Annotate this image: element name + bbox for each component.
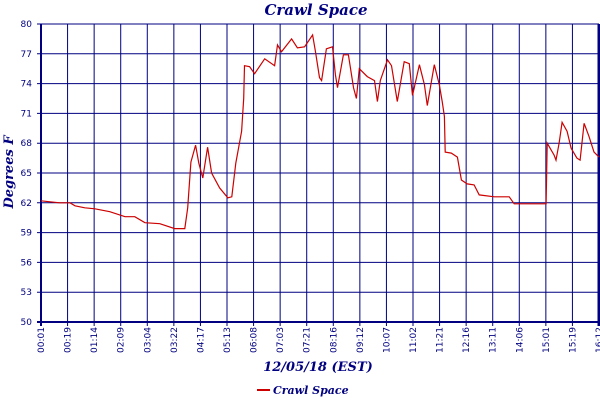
x-tick-label: 07:03 xyxy=(276,327,286,353)
x-tick-label: 10:07 xyxy=(382,327,392,353)
x-tick-label: 11:02 xyxy=(409,327,419,353)
series-line-crawl-space xyxy=(40,33,600,230)
x-tick-label: 11:21 xyxy=(436,327,446,353)
y-tick-label: 56 xyxy=(21,258,33,268)
x-tick-label: 07:21 xyxy=(303,327,313,353)
x-tick-label: 00:01 xyxy=(37,327,47,353)
x-tick-label: 12:16 xyxy=(462,327,472,353)
y-tick-label: 62 xyxy=(21,199,32,209)
x-tick-label: 15:01 xyxy=(542,327,552,353)
y-tick-label: 53 xyxy=(21,288,32,298)
x-tick-label: 16:12 xyxy=(595,327,600,353)
chart-title: Crawl Space xyxy=(264,1,367,19)
x-tick-label: 00:19 xyxy=(64,327,74,353)
y-axis-label: Degrees F xyxy=(2,135,17,210)
x-tick-label: 15:19 xyxy=(568,327,578,353)
y-tick-label: 50 xyxy=(21,318,33,328)
x-tick-label: 08:16 xyxy=(329,327,339,353)
x-tick-label: 14:06 xyxy=(515,327,525,353)
y-tick-labels: 50 53 56 59 62 65 68 71 74 77 80 xyxy=(21,20,33,328)
grid xyxy=(37,23,600,326)
x-tick-label: 04:17 xyxy=(196,327,206,353)
x-tick-label: 06:08 xyxy=(250,327,260,353)
x-tick-label: 13:11 xyxy=(489,327,499,353)
x-tick-label: 03:22 xyxy=(170,327,180,353)
y-tick-label: 74 xyxy=(21,80,33,90)
x-tick-label: 02:09 xyxy=(117,327,127,353)
x-tick-label: 01:14 xyxy=(90,327,100,353)
x-tick-label: 09:12 xyxy=(356,327,366,353)
y-tick-label: 80 xyxy=(21,20,33,30)
x-tick-label: 03:04 xyxy=(143,327,153,353)
y-tick-label: 59 xyxy=(21,229,33,239)
y-tick-label: 77 xyxy=(21,50,32,60)
x-axis-label: 12/05/18 (EST) xyxy=(263,360,373,375)
legend: Crawl Space xyxy=(257,384,349,397)
y-tick-label: 68 xyxy=(21,139,33,149)
y-tick-label: 71 xyxy=(21,109,32,119)
x-tick-label: 05:13 xyxy=(223,327,233,353)
y-tick-label: 65 xyxy=(21,169,32,179)
legend-label: Crawl Space xyxy=(273,384,349,397)
x-tick-labels: 00:01 00:19 01:14 02:09 03:04 03:22 04:17 05:13… xyxy=(37,327,600,353)
